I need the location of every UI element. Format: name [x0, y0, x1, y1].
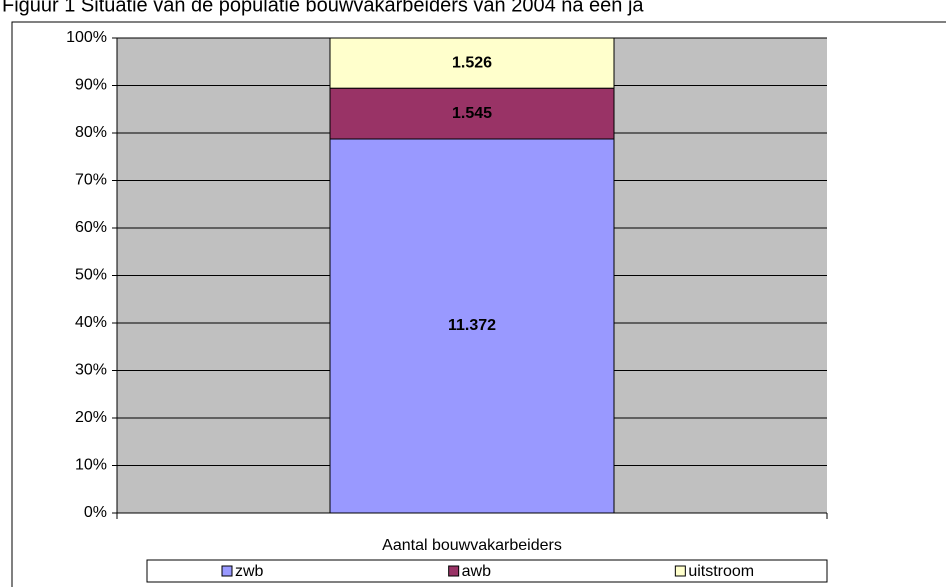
value-label: 1.545: [452, 105, 492, 122]
bar-segment: [329, 138, 615, 514]
y-tick-label: 50%: [75, 267, 107, 284]
legend-label: awb: [462, 563, 491, 580]
legend-swatch: [221, 565, 233, 577]
legend-label: zwb: [235, 563, 264, 580]
bar-segment: [329, 37, 615, 89]
y-tick-label: 20%: [75, 409, 107, 426]
legend-box: [146, 559, 828, 583]
y-tick-label: 30%: [75, 362, 107, 379]
value-label: 11.372: [448, 317, 496, 334]
x-tick-label: Aantal bouwvakarbeiders: [382, 537, 562, 554]
y-tick-label: 60%: [75, 219, 107, 236]
y-tick-label: 0%: [84, 504, 107, 521]
legend-label: uitstroom: [688, 563, 754, 580]
value-label: 1.526: [452, 54, 492, 71]
y-tick-label: 80%: [75, 124, 107, 141]
y-tick-label: 10%: [75, 457, 107, 474]
legend-swatch: [674, 565, 686, 577]
legend-swatch: [448, 565, 460, 577]
y-tick-label: 40%: [75, 314, 107, 331]
y-tick-label: 100%: [66, 29, 107, 46]
y-tick-label: 70%: [75, 172, 107, 189]
chart-title: Figuur 1 Situatie van de populatie bouwv…: [2, 0, 644, 16]
y-tick-label: 90%: [75, 77, 107, 94]
